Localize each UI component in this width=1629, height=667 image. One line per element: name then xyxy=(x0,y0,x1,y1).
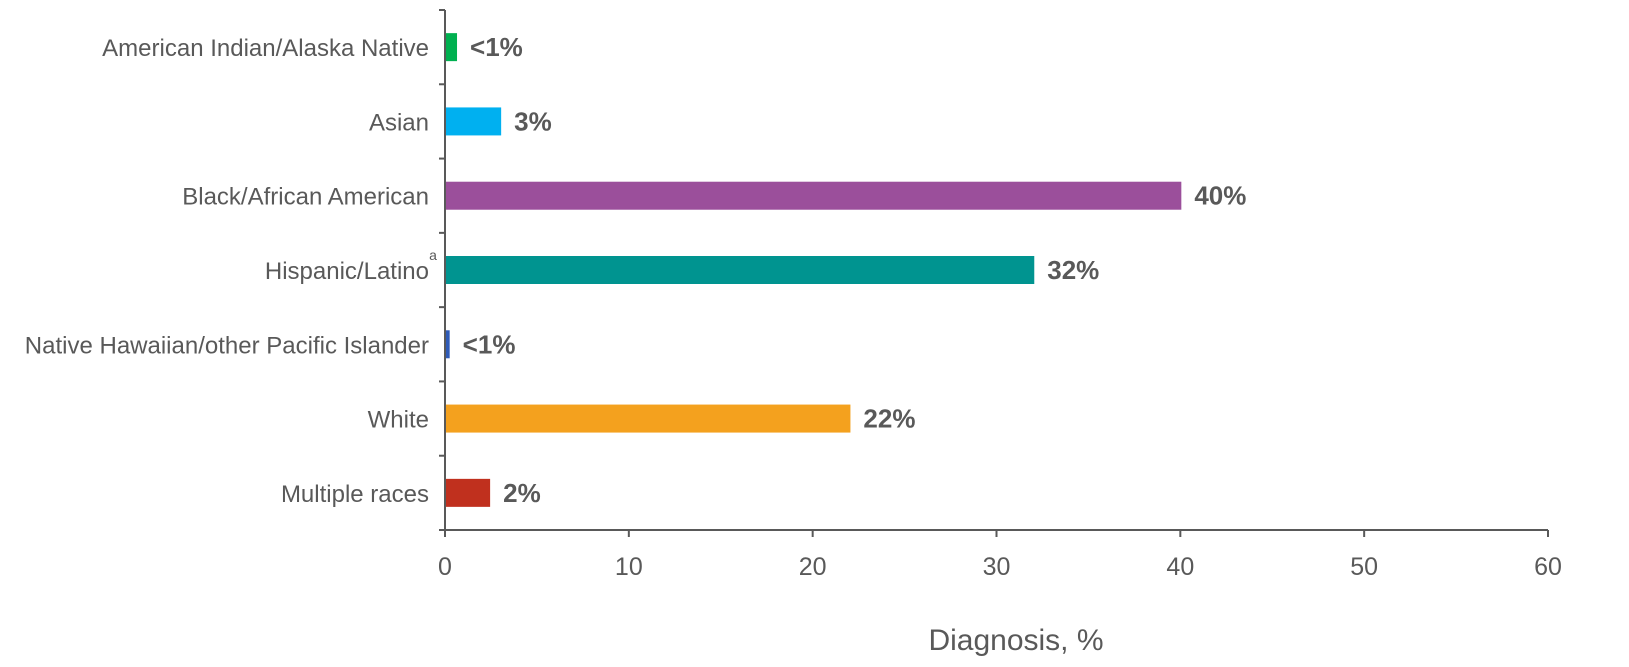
x-tick-label-60: 60 xyxy=(1534,553,1562,581)
bar-hispanic-latino xyxy=(446,256,1035,284)
x-tick-label-20: 20 xyxy=(799,553,827,581)
x-tick-label-0: 0 xyxy=(438,553,452,581)
x-axis-title: Diagnosis, % xyxy=(928,624,1103,657)
data-label-black-african-american: 40% xyxy=(1194,181,1246,211)
data-label-multiple-races: 2% xyxy=(503,478,541,508)
data-label-american-indian-alaska-native: <1% xyxy=(470,32,523,62)
data-label-native-hawaiian-other-pacific-islander: <1% xyxy=(463,329,516,359)
bar-white xyxy=(446,404,851,433)
category-label-white: White xyxy=(368,407,429,434)
bar-multiple-races xyxy=(446,478,491,507)
category-label-black-african-american: Black/African American xyxy=(182,184,429,211)
x-tick-label-10: 10 xyxy=(615,553,643,581)
bar-native-hawaiian-other-pacific-islander xyxy=(446,330,450,359)
data-label-hispanic-latino: 32% xyxy=(1047,255,1099,285)
x-tick-label-30: 30 xyxy=(983,553,1011,581)
category-label-asian: Asian xyxy=(369,109,429,136)
category-label-native-hawaiian-other-pacific-islander: Native Hawaiian/other Pacific Islander xyxy=(25,332,429,359)
bar-american-indian-alaska-native xyxy=(446,33,458,62)
bar-black-african-american xyxy=(446,181,1182,210)
data-label-white: 22% xyxy=(863,404,915,434)
bar-asian xyxy=(446,107,502,136)
x-tick-label-40: 40 xyxy=(1166,553,1194,581)
category-superscript-hispanic-latino: a xyxy=(429,247,437,263)
x-tick-label-50: 50 xyxy=(1350,553,1378,581)
data-label-asian: 3% xyxy=(514,106,552,136)
category-label-american-indian-alaska-native: American Indian/Alaska Native xyxy=(102,35,429,62)
category-label-multiple-races: Multiple races xyxy=(281,481,429,508)
category-label-hispanic-latino: Hispanic/Latino xyxy=(265,258,429,285)
